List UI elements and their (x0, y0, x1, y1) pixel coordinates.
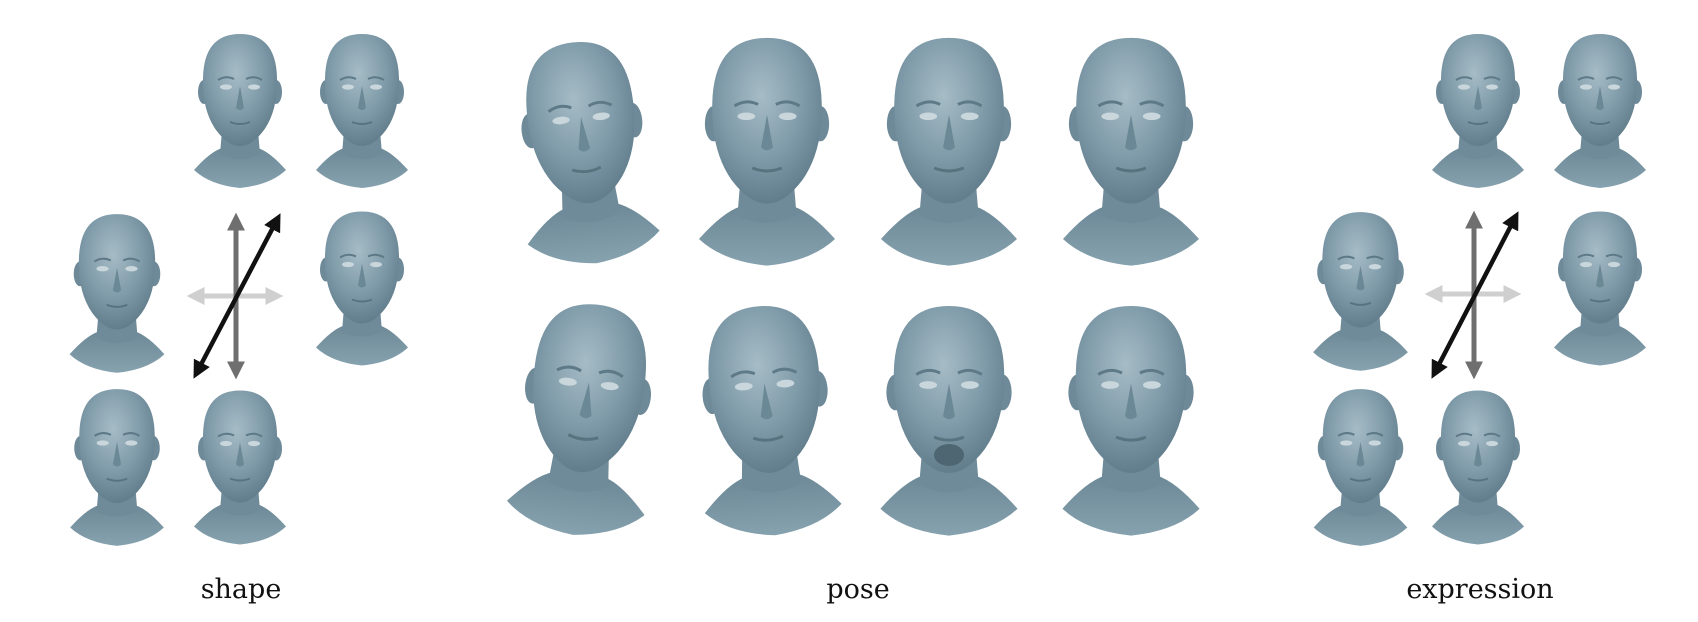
head-mesh (1430, 389, 1526, 546)
pose-panel (502, 33, 1202, 544)
head-mesh (1061, 36, 1201, 268)
head-mesh (315, 33, 409, 189)
head-mesh (505, 33, 664, 272)
shape-caption: shape (200, 574, 282, 605)
expression-caption: expression (1406, 574, 1554, 605)
head-mesh (69, 387, 165, 547)
head-mesh (193, 33, 287, 189)
pose-caption: pose (826, 574, 890, 605)
head-mesh (1312, 388, 1409, 547)
head-mesh (68, 213, 166, 374)
diagonal-black-arrow (1431, 211, 1519, 379)
head-mesh (1552, 210, 1648, 367)
head-mesh (689, 299, 846, 542)
expression-panel (1312, 33, 1648, 547)
open-mouth (934, 444, 964, 466)
head-mesh (697, 36, 837, 268)
head-mesh (192, 389, 288, 546)
head-mesh (314, 210, 410, 367)
head-mesh (878, 304, 1020, 538)
head-mesh (879, 36, 1019, 268)
head-mesh (1312, 211, 1409, 372)
head-mesh (1431, 33, 1525, 189)
shape-panel (68, 33, 410, 547)
head-mesh (1060, 304, 1202, 538)
head-mesh (502, 295, 668, 544)
diagonal-black-arrow (193, 213, 281, 379)
head-mesh (1553, 33, 1647, 189)
